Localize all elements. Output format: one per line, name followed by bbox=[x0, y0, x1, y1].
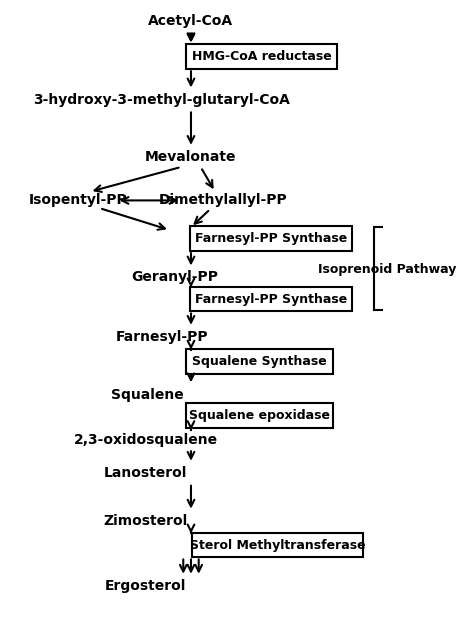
Text: 2,3-oxidosqualene: 2,3-oxidosqualene bbox=[73, 433, 218, 446]
Text: Geranyl-PP: Geranyl-PP bbox=[131, 270, 218, 284]
Text: Squalene: Squalene bbox=[111, 388, 184, 402]
FancyBboxPatch shape bbox=[191, 226, 352, 251]
Text: Lanosterol: Lanosterol bbox=[104, 466, 187, 480]
Text: Zimosterol: Zimosterol bbox=[103, 514, 188, 528]
Text: Ergosterol: Ergosterol bbox=[105, 579, 186, 593]
Text: Farnesyl-PP: Farnesyl-PP bbox=[116, 330, 209, 344]
Text: 3-hydroxy-3-methyl-glutaryl-CoA: 3-hydroxy-3-methyl-glutaryl-CoA bbox=[34, 93, 291, 107]
Text: Isopentyl-PP: Isopentyl-PP bbox=[29, 193, 128, 207]
Text: Mevalonate: Mevalonate bbox=[145, 150, 237, 165]
Text: Isoprenoid Pathway: Isoprenoid Pathway bbox=[318, 263, 456, 276]
FancyBboxPatch shape bbox=[191, 286, 352, 312]
Text: Sterol Methyltransferase: Sterol Methyltransferase bbox=[190, 538, 365, 551]
FancyBboxPatch shape bbox=[186, 44, 337, 70]
FancyBboxPatch shape bbox=[186, 349, 333, 374]
Text: Squalene Synthase: Squalene Synthase bbox=[192, 355, 327, 368]
FancyBboxPatch shape bbox=[186, 404, 333, 428]
Text: HMG-CoA reductase: HMG-CoA reductase bbox=[191, 50, 331, 63]
Text: Farnesyl-PP Synthase: Farnesyl-PP Synthase bbox=[195, 232, 347, 245]
Text: Farnesyl-PP Synthase: Farnesyl-PP Synthase bbox=[195, 292, 347, 306]
FancyBboxPatch shape bbox=[192, 533, 363, 558]
Text: Squalene epoxidase: Squalene epoxidase bbox=[189, 409, 330, 422]
Text: Acetyl-CoA: Acetyl-CoA bbox=[148, 14, 234, 29]
Text: Dimethylallyl-PP: Dimethylallyl-PP bbox=[158, 193, 287, 207]
